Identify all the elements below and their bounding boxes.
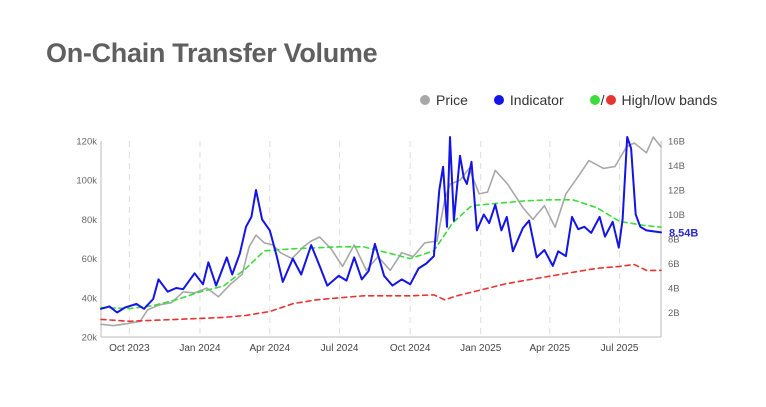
right-tick-label: 2B (668, 308, 680, 319)
indicator-swatch-icon (493, 95, 504, 105)
x-tick-label: Apr 2025 (529, 343, 570, 354)
chart-title: On-Chain Transfer Volume (46, 38, 378, 68)
left-tick-label: 20k (82, 333, 98, 344)
right-tick-label: 16B (668, 137, 685, 148)
left-tick-label: 60k (82, 254, 98, 265)
x-tick-label: Jul 2024 (321, 343, 359, 354)
price-swatch-icon (420, 95, 430, 105)
legend-item-bands[interactable]: / High/low bands (589, 92, 718, 108)
legend-item-price[interactable]: Price (420, 92, 468, 108)
legend-label-indicator: Indicator (509, 92, 564, 108)
right-tick-label: 10B (668, 210, 685, 221)
left-tick-label: 100k (76, 176, 97, 187)
right-tick-label: 4B (668, 284, 680, 295)
legend-label-bands: High/low bands (621, 92, 718, 108)
low-band-line (100, 263, 662, 323)
legend-item-indicator[interactable]: Indicator (493, 92, 564, 108)
left-tick-label: 80k (82, 215, 98, 226)
right-tick-label: 14B (668, 161, 685, 172)
x-tick-label: Jan 2025 (460, 343, 502, 354)
high-band-line (100, 199, 662, 310)
right-tick-label: 6B (668, 259, 680, 270)
x-tick-label: Jul 2025 (601, 343, 639, 354)
low-band-swatch-icon (605, 95, 616, 105)
high-band-swatch-icon (589, 95, 600, 105)
legend-label-price: Price (436, 92, 468, 108)
left-tick-label: 120k (76, 137, 97, 148)
right-tick-label: 8B (668, 235, 680, 246)
legend-slash: / (600, 92, 605, 108)
x-tick-label: Jan 2024 (179, 343, 221, 354)
indicator-line (100, 136, 662, 314)
right-tick-label: 12B (668, 186, 685, 197)
x-tick-label: Oct 2024 (390, 343, 431, 354)
left-tick-label: 40k (82, 293, 98, 304)
price-line (100, 136, 662, 327)
indicator-last-value: 8.54B (669, 227, 698, 239)
x-tick-label: Oct 2023 (109, 343, 150, 354)
legend: Price Indicator / High/low bands (420, 92, 743, 108)
x-tick-label: Apr 2024 (249, 343, 290, 354)
